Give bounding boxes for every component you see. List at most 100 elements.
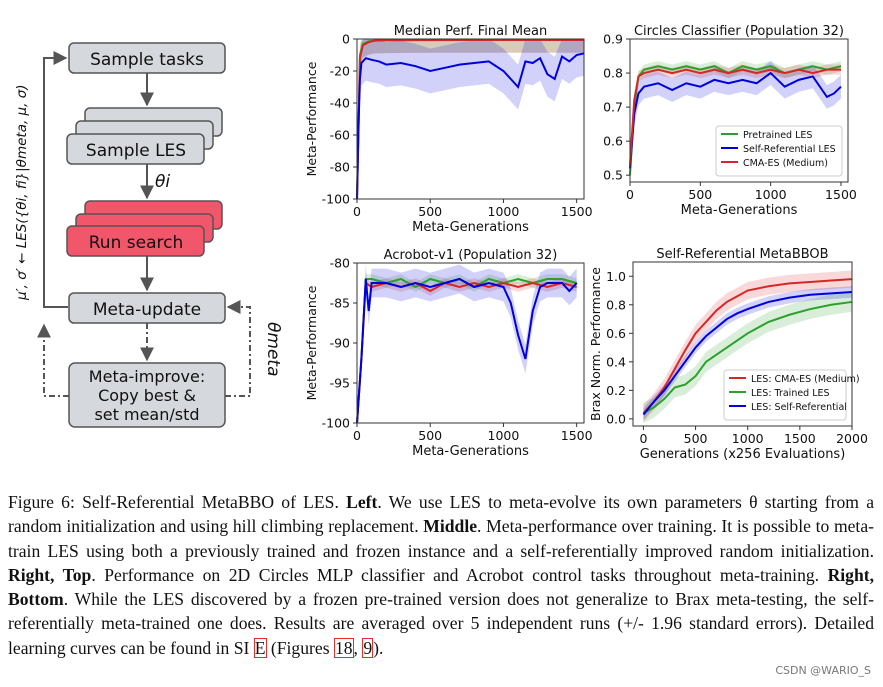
caption-figure-label: Figure 6:: [8, 492, 75, 512]
y-tick-label: 0.2: [606, 383, 626, 398]
caption-right-top-label: Right, Top: [8, 564, 92, 585]
y-tick-label: -85: [330, 296, 350, 311]
update-equation-label: μ′, σ′ ← LES({θi, fi}|θmeta, μ, σ): [14, 84, 30, 301]
x-tick-label: 1000: [732, 431, 764, 446]
x-tick-label: 1500: [561, 428, 593, 443]
series-line: [356, 52, 585, 200]
confidence-band: [357, 278, 577, 423]
loop-arrow: [43, 51, 68, 308]
y-tick-label: 0.6: [606, 326, 626, 341]
legend-box: [723, 369, 847, 421]
x-tick-label: 500: [418, 204, 442, 219]
meta-improve-line-1: Meta-improve:: [89, 367, 205, 386]
series-line: [629, 65, 842, 176]
legend-label: LES: Self-Referential: [751, 402, 847, 413]
x-axis-label: Meta-Generations: [412, 220, 529, 235]
x-tick-label: 500: [688, 187, 712, 202]
series-line: [629, 68, 841, 166]
y-axis-label: Meta-Performance: [304, 61, 319, 176]
legend-box: [715, 125, 843, 177]
x-tick-label: 1000: [755, 187, 787, 202]
series-line: [356, 277, 577, 424]
y-tick-label: 0.9: [603, 32, 623, 47]
confidence-band: [643, 270, 852, 422]
x-tick-label: 0: [639, 431, 647, 446]
confidence-band: [630, 64, 841, 171]
meta-improve-line-3: set mean/std: [94, 405, 199, 424]
y-tick-label: 1.0: [606, 269, 626, 284]
plot-frame: [356, 38, 585, 200]
caption-end: ).: [373, 637, 384, 658]
dashed-arrow-left: [37, 323, 69, 397]
caption-right-top-text: . Performance on 2D Circles MLP classifi…: [91, 564, 828, 585]
caption-figures-prefix: (Figures: [266, 637, 334, 658]
y-tick-label: 0.4: [606, 354, 626, 369]
chart-2: 0 500 1000 1500 0.5 0.6 0.7 0.8 0.9 Circles Class…: [603, 24, 857, 218]
y-axis-label: Meta-Performance: [304, 285, 319, 400]
legend-label: LES: CMA-ES (Medium): [751, 374, 860, 385]
run-search-box: [66, 225, 205, 257]
caption-left-text: . We use LES to meta-evolve its own para…: [8, 492, 875, 537]
dashed-arrow-right: [225, 300, 251, 397]
x-tick-label: 500: [418, 428, 442, 443]
chart-title: Median Perf. Final Mean: [394, 24, 548, 39]
figure-9-link[interactable]: 9: [362, 637, 374, 658]
series-line: [642, 290, 853, 416]
x-tick-label: 1000: [488, 428, 520, 443]
chart-1: 0 500 1000 1500 -100 -80 -60 -40 -20 0 Median Perf…: [304, 24, 593, 235]
figure-6: μ′, σ′ ← LES({θi, fi}|θmeta, μ, σ) Sampl…: [14, 24, 868, 462]
series-line: [642, 300, 853, 415]
y-tick-label: -40: [330, 96, 350, 111]
y-tick-label: 0.5: [603, 168, 623, 183]
plot-frame: [629, 38, 849, 183]
confidence-band: [643, 286, 852, 421]
y-tick-label: -80: [330, 256, 350, 271]
legend-label: Pretrained LES: [743, 130, 812, 141]
les-meta-evolution-diagram: μ′, σ′ ← LES({θi, fi}|θmeta, μ, σ) Sampl…: [14, 42, 283, 428]
y-tick-label: 0.0: [606, 411, 626, 426]
series-line: [356, 281, 577, 424]
x-tick-label: 1000: [488, 204, 520, 219]
caption-middle-text: . Meta-performance over training. It is …: [8, 516, 874, 561]
y-tick-label: 0.8: [603, 66, 623, 81]
chart-3: 0 500 1000 1500 -100 -95 -90 -85 -80 Acrobot-v1 (…: [304, 248, 593, 459]
series-line: [642, 278, 853, 414]
confidence-band: [357, 39, 584, 199]
caption-left-label: Left: [346, 492, 378, 512]
meta-improve-line-2: Copy best &: [98, 386, 196, 405]
legend-label: CMA-ES (Medium): [743, 158, 828, 169]
y-tick-label: 0.6: [603, 134, 623, 149]
x-tick-label: 500: [684, 431, 708, 446]
x-tick-label: 0: [353, 204, 361, 219]
x-tick-label: 1500: [561, 204, 593, 219]
caption-title: Self-Referential MetaBBO of LES.: [74, 492, 347, 512]
si-section-link[interactable]: E: [253, 637, 267, 658]
y-tick-label: 0: [342, 32, 350, 47]
y-tick-label: -100: [322, 416, 350, 431]
y-tick-label: -100: [322, 192, 350, 207]
y-tick-label: -95: [330, 376, 350, 391]
x-axis-label: Meta-Generations: [412, 444, 529, 459]
y-tick-label: -80: [330, 160, 350, 175]
figure-18-link[interactable]: 18: [333, 637, 354, 658]
x-axis-label: Meta-Generations: [681, 203, 798, 218]
run-search-label: Run search: [89, 233, 183, 253]
x-axis-label: Generations (x256 Evaluations): [640, 447, 846, 462]
y-tick-label: 0.7: [603, 100, 623, 115]
caption-right-bottom-label: Right, Bottom: [8, 564, 875, 610]
series-line: [356, 277, 578, 424]
caption-right-bottom-text: . While the LES discovered by a frozen p…: [8, 589, 874, 658]
figure-caption: Figure 6: Self-Referential MetaBBO of LE…: [8, 490, 874, 660]
plot-frame: [632, 261, 853, 427]
confidence-band: [630, 61, 841, 181]
sample-les-box: [66, 133, 205, 165]
sample-les-label: Sample LES: [86, 141, 186, 161]
chart-4: 0 500 1000 1500 2000 0.0 0.2 0.4 0.6 0.8 1.0 Self-R…: [588, 247, 868, 462]
chart-title: Acrobot-v1 (Population 32): [384, 248, 558, 263]
y-tick-label: -90: [330, 336, 350, 351]
x-tick-label: 0: [353, 428, 361, 443]
caption-middle-label: Middle: [423, 516, 478, 537]
chart-title: Circles Classifier (Population 32): [634, 24, 844, 39]
y-axis-label: Brax Norm. Performance: [588, 267, 603, 421]
x-tick-label: 2000: [836, 431, 868, 446]
